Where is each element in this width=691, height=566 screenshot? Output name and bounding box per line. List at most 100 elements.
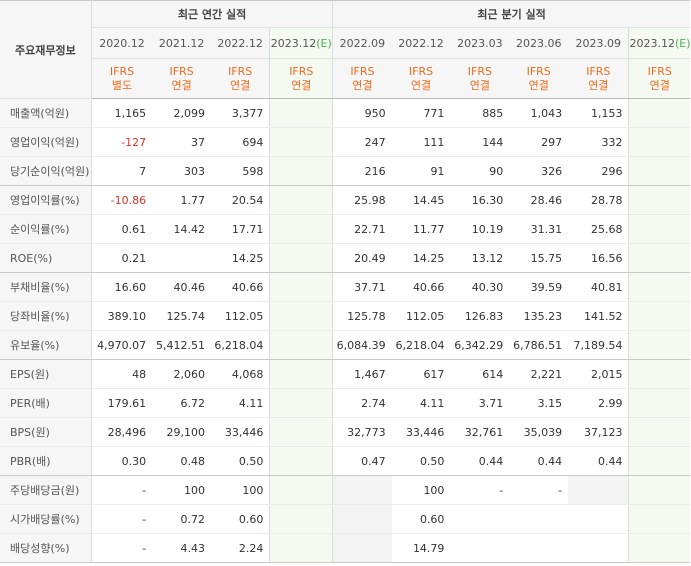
table-row: 주당배당금(원) -100 100 100- - [0, 475, 690, 505]
ifrs-label: IFRS [228, 64, 253, 78]
basis-label: 연결 [469, 78, 490, 92]
table-row: 배당성향(%) -4.43 2.24 14.79 [0, 533, 690, 563]
table-cell: 14.25 [211, 243, 270, 273]
table-cell: 2,099 [152, 98, 211, 128]
table-cell [450, 533, 510, 563]
table-cell [628, 185, 690, 215]
period-label: 2022.12 [217, 36, 263, 50]
accounting-basis-header: IFRS 연결 [391, 58, 451, 99]
table-cell [269, 127, 333, 157]
period-label: 2020.12 [99, 36, 145, 50]
row-label: 당기순이익(억원) [0, 156, 92, 186]
table-cell: - [509, 475, 569, 505]
period-header: 2022.12 [211, 27, 270, 59]
accounting-basis-header: IFRS 연결 [269, 58, 333, 99]
accounting-basis-header: IFRS 연결 [332, 58, 392, 99]
period-label: 2023.03 [457, 36, 503, 50]
table-cell: 1,043 [509, 98, 569, 128]
table-cell: 40.46 [152, 272, 211, 302]
table-cell [628, 214, 690, 244]
table-cell: 1,467 [332, 359, 392, 389]
basis-label: 연결 [528, 78, 549, 92]
table-cell: 0.60 [391, 504, 451, 534]
table-cell: 6,786.51 [509, 330, 569, 360]
row-label: 당좌비율(%) [0, 301, 92, 331]
table-row: BPS(원) 28,496 29,100 33,446 32,773 33,446 32,7… [0, 417, 690, 447]
table-cell: 4.11 [211, 388, 270, 418]
table-cell [628, 243, 690, 273]
table-cell: 126.83 [450, 301, 510, 331]
table-cell: 216 [332, 156, 392, 186]
period-label: 2022.12 [398, 36, 444, 50]
table-cell [628, 272, 690, 302]
table-cell: - [450, 475, 510, 505]
table-cell: 6.72 [152, 388, 211, 418]
period-header: 2021.12 [152, 27, 211, 59]
table-row: 부채비율(%) 16.60 40.46 40.66 37.71 40.66 40.30 39.… [0, 272, 690, 302]
table-cell: 13.12 [450, 243, 510, 273]
table-cell: 20.54 [211, 185, 270, 215]
table-cell: 332 [568, 127, 629, 157]
table-cell: 111 [391, 127, 451, 157]
table-cell: 14.79 [391, 533, 451, 563]
table-cell [628, 388, 690, 418]
table-cell: 40.66 [211, 272, 270, 302]
table-cell: 25.98 [332, 185, 392, 215]
table-cell: 10.19 [450, 214, 510, 244]
table-cell [269, 388, 333, 418]
table-cell: 2,015 [568, 359, 629, 389]
table-row: 시가배당률(%) -0.72 0.60 0.60 [0, 504, 690, 534]
table-cell: 28.78 [568, 185, 629, 215]
table-cell: 100 [211, 475, 270, 505]
table-cell: 2,221 [509, 359, 569, 389]
table-cell: 4,970.07 [91, 330, 153, 360]
table-cell: 16.56 [568, 243, 629, 273]
table-cell [269, 533, 333, 563]
table-cell [628, 533, 690, 563]
table-cell: 14.42 [152, 214, 211, 244]
basis-label: 연결 [649, 78, 670, 92]
table-cell: 389.10 [91, 301, 153, 331]
table-cell: 0.30 [91, 446, 153, 476]
accounting-basis-header: IFRS 별도 [91, 58, 153, 99]
table-cell: 32,761 [450, 417, 510, 447]
table-cell [509, 533, 569, 563]
table-cell: 179.61 [91, 388, 153, 418]
table-cell: 296 [568, 156, 629, 186]
accounting-basis-header: IFRS 연결 [509, 58, 569, 99]
table-cell [269, 330, 333, 360]
table-cell [568, 475, 629, 505]
table-cell: 0.47 [332, 446, 392, 476]
table-cell: 771 [391, 98, 451, 128]
period-header: 2022.09 [332, 27, 392, 59]
table-cell [269, 243, 333, 273]
table-cell: 14.45 [391, 185, 451, 215]
table-cell: 6,342.29 [450, 330, 510, 360]
accounting-basis-header: IFRS 연결 [568, 58, 629, 99]
table-cell: 7,189.54 [568, 330, 629, 360]
table-cell [269, 504, 333, 534]
table-cell: - [91, 504, 153, 534]
table-cell: 247 [332, 127, 392, 157]
table-cell: 614 [450, 359, 510, 389]
table-cell: 1,165 [91, 98, 153, 128]
period-label: 2022.09 [339, 36, 386, 50]
table-cell: 7 [91, 156, 153, 186]
period-header: 2023.06 [509, 27, 569, 59]
table-cell: 100 [391, 475, 451, 505]
table-cell: - [91, 475, 153, 505]
row-label: EPS(원) [0, 359, 92, 389]
table-cell [269, 156, 333, 186]
table-cell: 0.44 [509, 446, 569, 476]
row-label: 영업이익(억원) [0, 127, 92, 157]
table-cell: 25.68 [568, 214, 629, 244]
row-label: 시가배당률(%) [0, 504, 92, 534]
period-label: 2023.12 [270, 36, 317, 50]
period-header: 2023.03 [450, 27, 510, 59]
table-cell: 2,060 [152, 359, 211, 389]
table-body: 매출액(억원) 1,165 2,099 3,377 950 771 885 1,043 1,15… [0, 98, 690, 563]
table-cell: 0.50 [211, 446, 270, 476]
ifrs-label: IFRS [350, 64, 375, 78]
table-cell [269, 475, 333, 505]
